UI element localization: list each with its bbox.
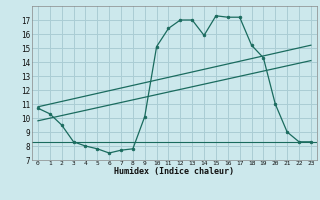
X-axis label: Humidex (Indice chaleur): Humidex (Indice chaleur) <box>115 167 234 176</box>
